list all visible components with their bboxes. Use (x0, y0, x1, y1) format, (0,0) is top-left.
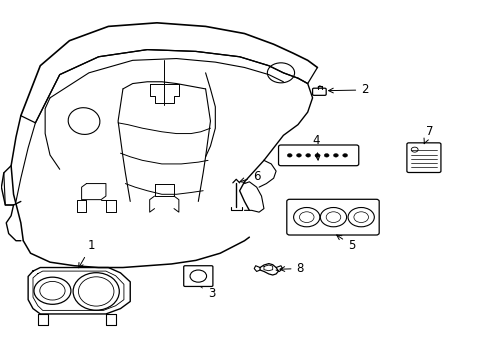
Circle shape (314, 154, 319, 157)
Circle shape (324, 154, 328, 157)
Circle shape (296, 154, 301, 157)
Text: 8: 8 (280, 262, 303, 275)
Text: 1: 1 (79, 239, 95, 268)
Circle shape (287, 154, 291, 157)
Circle shape (333, 154, 338, 157)
Text: 5: 5 (336, 235, 354, 252)
Circle shape (342, 154, 347, 157)
Text: 7: 7 (423, 125, 432, 144)
Circle shape (305, 154, 310, 157)
Text: 3: 3 (200, 287, 215, 300)
Text: 6: 6 (240, 170, 260, 183)
Text: 4: 4 (312, 134, 320, 160)
Text: 2: 2 (328, 84, 368, 96)
